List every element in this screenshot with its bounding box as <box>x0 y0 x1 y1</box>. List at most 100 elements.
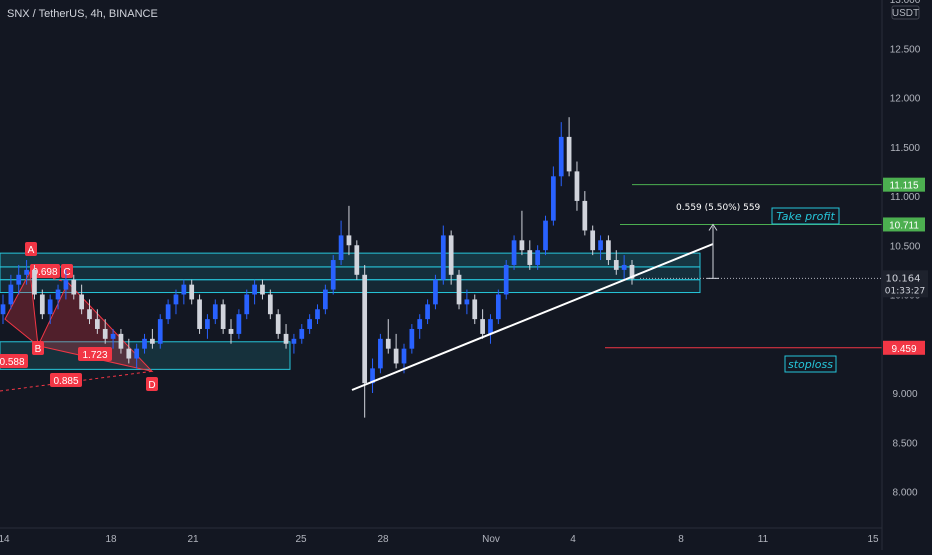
candle-body <box>102 328 108 339</box>
resistance-zone-lower <box>0 279 701 294</box>
support-zones <box>0 252 701 370</box>
candle-body <box>472 299 478 320</box>
y-tick-label: 10.500 <box>890 241 921 252</box>
price-tag-label: 11.115 <box>889 181 919 192</box>
ratio-xab-box <box>0 354 28 368</box>
candle-body <box>503 264 509 295</box>
resistance-zone-middle <box>0 266 701 281</box>
candle-body <box>590 230 596 251</box>
pattern-point-c-box <box>61 264 73 278</box>
candle-body <box>354 245 360 275</box>
candle-body <box>181 284 187 295</box>
pattern-point-d-box <box>146 377 158 391</box>
ascending-trendline <box>351 243 714 391</box>
y-tick-label: 12.500 <box>890 44 921 55</box>
candle-body <box>307 319 312 329</box>
x-tick-label: 8 <box>678 534 684 545</box>
x-tick-label: 18 <box>105 534 117 545</box>
candle-body <box>126 348 132 359</box>
candle-body <box>330 260 336 290</box>
candle-body <box>24 269 29 275</box>
y-tick-label: 9.000 <box>892 389 917 400</box>
x-tick-label: 4 <box>570 534 576 545</box>
candle-body <box>189 284 195 300</box>
candle-body <box>519 240 525 251</box>
currency-label: USDT <box>892 8 919 19</box>
candle-body <box>267 294 273 315</box>
candle-body <box>165 304 171 320</box>
x-tick-label: 15 <box>867 534 879 545</box>
candle-body <box>87 309 92 320</box>
candle-body <box>228 328 234 334</box>
candle-body <box>362 274 368 384</box>
candle-body <box>118 333 124 349</box>
candle-body <box>480 319 485 334</box>
candle-body <box>582 200 588 231</box>
candle-body <box>425 304 430 320</box>
candle-body <box>370 368 375 384</box>
candle-body <box>511 240 517 265</box>
countdown-label: 01:33:27 <box>885 286 925 296</box>
candle-body <box>39 294 45 315</box>
x-tick-label: 11 <box>758 534 769 545</box>
pattern-xd-line <box>0 370 153 392</box>
price-tag-box <box>883 177 925 192</box>
pattern-point-a: A <box>28 245 35 256</box>
price-axis: 13.00012.50012.00011.50011.00010.50010.0… <box>881 0 928 550</box>
candle-body <box>566 136 572 172</box>
resistance-zone-upper <box>0 252 701 268</box>
candle-body <box>150 338 155 344</box>
candle-body <box>260 284 265 295</box>
y-tick-label: 13.000 <box>890 0 921 6</box>
candle-body <box>606 240 611 261</box>
candle-body <box>205 319 210 329</box>
measure-label: 0.559 (5.50%) 559 <box>676 203 761 213</box>
candle-body <box>79 294 84 310</box>
candle-body <box>448 235 454 275</box>
price-tag-label: 9.459 <box>891 344 916 355</box>
candle-body <box>142 338 147 349</box>
candle-body <box>551 176 556 221</box>
candle-body <box>71 279 77 295</box>
candle-body <box>0 304 6 315</box>
drawing-lines: 0.559 (5.50%) 559 Take profit stoploss <box>351 184 882 391</box>
candle-body <box>197 299 202 329</box>
candle-body <box>110 333 116 339</box>
candle-body <box>338 235 344 261</box>
y-tick-label: 8.000 <box>892 488 917 499</box>
price-tag-box <box>883 217 925 232</box>
candle-body <box>464 299 470 305</box>
ratio-bcd-box <box>78 347 112 361</box>
candle-body <box>173 294 179 305</box>
candle-body <box>291 338 297 344</box>
candle-body <box>32 269 37 295</box>
time-axis: 14 18 21 25 28 Nov 4 8 11 15 <box>0 527 882 545</box>
ratio-ac: 0.698 <box>32 267 57 278</box>
measure-arrowhead <box>708 223 718 231</box>
y-tick-label: 11.000 <box>890 192 920 203</box>
candle-body <box>558 136 564 177</box>
pattern-point-a-box <box>25 242 37 256</box>
candles <box>0 117 635 418</box>
candle-body <box>385 338 391 349</box>
x-tick-label: 21 <box>187 534 199 545</box>
candle-body <box>244 294 250 315</box>
candle-body <box>527 250 533 265</box>
stoploss-label: stoploss <box>788 358 833 371</box>
candle-body <box>495 294 501 320</box>
candle-body <box>252 284 257 295</box>
stoploss-box <box>784 355 837 373</box>
candle-body <box>456 274 462 305</box>
x-tick-label: 14 <box>0 534 10 545</box>
candle-body <box>94 319 100 329</box>
ratio-xad-box <box>50 373 82 387</box>
x-tick-label: 25 <box>295 534 307 545</box>
candle-body <box>440 235 446 280</box>
candle-body <box>535 250 541 265</box>
candle-body <box>613 260 619 270</box>
pattern-point-b: B <box>35 344 42 355</box>
